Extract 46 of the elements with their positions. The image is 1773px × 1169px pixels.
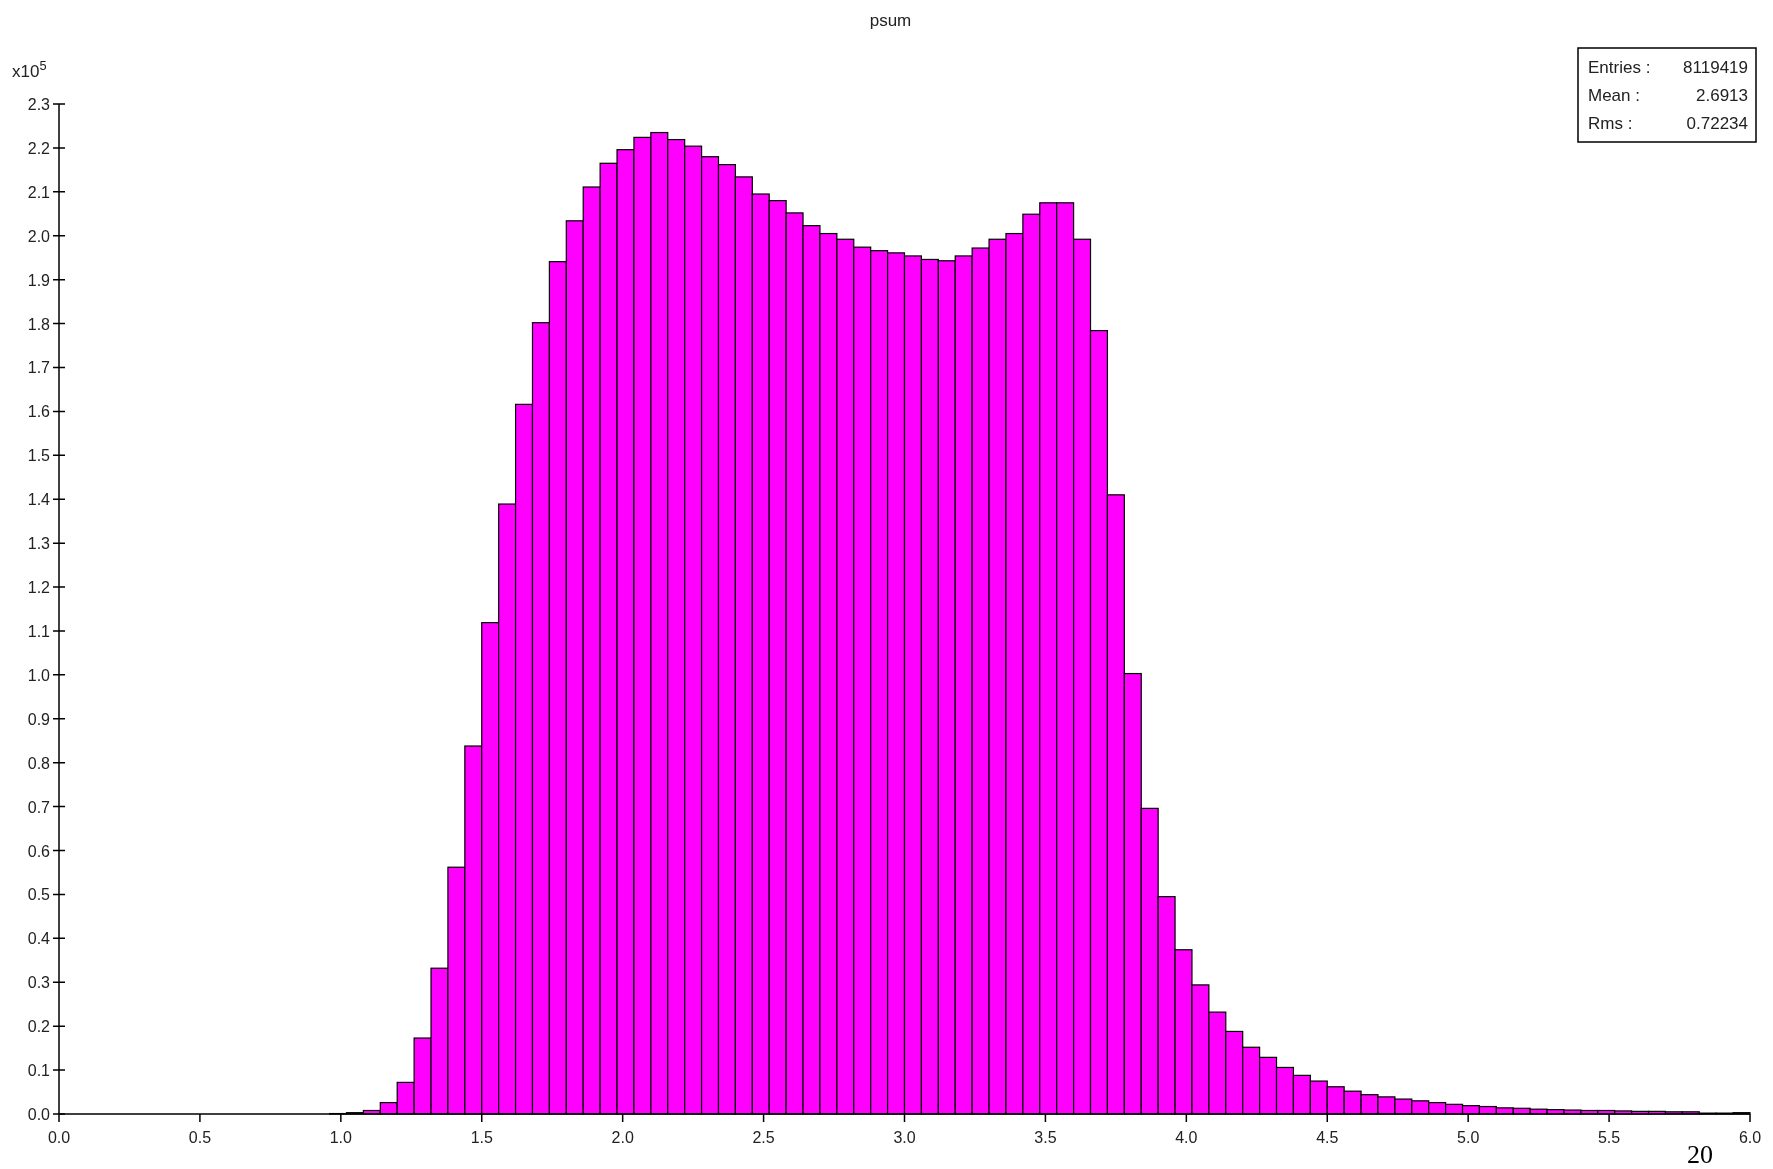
y-tick-label: 1.0 <box>27 666 51 684</box>
x-tick-label: 1.0 <box>329 1129 353 1146</box>
text: Rms : <box>1588 114 1633 133</box>
y-tick-label: 0.3 <box>27 974 51 992</box>
y-tick-label: 0.9 <box>27 710 51 728</box>
text: 20 <box>1687 1140 1713 1169</box>
x-tick-label: 1.5 <box>470 1129 493 1146</box>
y-tick-label: 0.6 <box>27 842 51 860</box>
y-tick-label: 1.3 <box>27 535 51 553</box>
y-tick-label: 1.5 <box>27 447 51 465</box>
y-tick-label: 2.0 <box>27 227 51 245</box>
x-tick-label: 2.0 <box>611 1129 634 1146</box>
y-tick-label: 1.2 <box>27 579 51 597</box>
x-tick-label: 4.0 <box>1175 1129 1198 1146</box>
y-tick-label: 1.6 <box>27 403 51 421</box>
y-tick-label: 1.9 <box>27 271 51 289</box>
text: Entries : <box>1588 58 1651 77</box>
x-tick-label: 3.5 <box>1034 1129 1057 1146</box>
x-tick-label: 5.5 <box>1597 1129 1621 1146</box>
y-tick-label: 2.2 <box>27 139 51 157</box>
x-tick-label: 4.5 <box>1316 1129 1339 1146</box>
x-tick-label: 0.0 <box>47 1129 71 1146</box>
y-tick-label: 0.7 <box>27 798 51 816</box>
y-axis-title: x10$^{5}$ <box>12 57 47 81</box>
y-tick-label: 0.5 <box>27 886 51 904</box>
y-tick-label: 2.1 <box>27 183 51 201</box>
text: Mean : <box>1588 86 1640 105</box>
y-tick-label: 1.4 <box>27 491 51 509</box>
y-tick-label: 0.0 <box>27 1106 51 1123</box>
text: 2.6913 <box>1696 86 1748 105</box>
text: 0.72234 <box>1686 114 1748 133</box>
x-tick-label: 0.5 <box>188 1129 212 1146</box>
y-tick-label: 2.3 <box>27 96 51 113</box>
x-tick-label: 6.0 <box>1738 1129 1762 1146</box>
y-tick-label: 0.2 <box>27 1018 51 1036</box>
x-tick-label: 5.0 <box>1457 1129 1480 1146</box>
text: 8119419 <box>1683 58 1748 77</box>
y-tick-label: 1.1 <box>27 622 51 640</box>
y-tick-label: 0.8 <box>27 754 51 772</box>
y-tick-label: 0.4 <box>27 930 51 948</box>
y-tick-label: 1.7 <box>27 359 51 377</box>
chart-title: psum <box>869 11 912 30</box>
y-tick-label: 0.1 <box>27 1062 51 1080</box>
y-tick-label: 1.8 <box>27 315 51 333</box>
x-tick-label: 3.0 <box>893 1129 916 1146</box>
x-tick-label: 2.5 <box>752 1129 775 1146</box>
